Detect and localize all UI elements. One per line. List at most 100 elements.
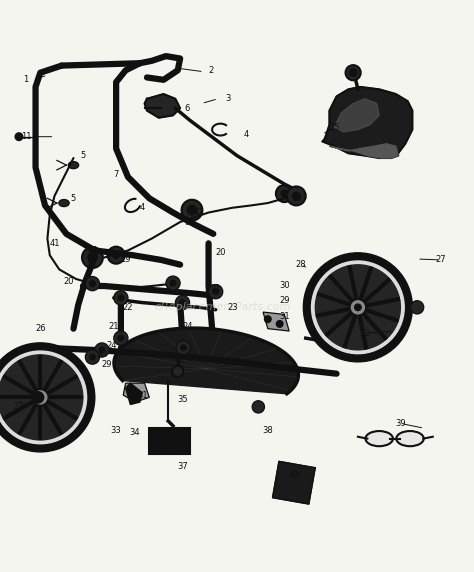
Text: 11: 11 [21, 132, 31, 141]
Circle shape [34, 391, 47, 404]
Text: 20: 20 [64, 277, 74, 286]
Circle shape [118, 335, 124, 341]
Text: 4: 4 [244, 130, 249, 139]
Circle shape [181, 345, 186, 351]
Circle shape [175, 296, 190, 309]
Circle shape [172, 366, 183, 377]
Circle shape [176, 340, 191, 355]
Circle shape [88, 253, 97, 263]
Text: 7: 7 [113, 170, 119, 179]
Circle shape [410, 301, 424, 314]
Circle shape [292, 192, 300, 200]
Text: 19: 19 [291, 194, 301, 203]
Circle shape [281, 190, 288, 197]
Circle shape [303, 253, 412, 362]
Circle shape [113, 252, 119, 259]
Text: eReplacementParts.com: eReplacementParts.com [155, 303, 291, 312]
Circle shape [346, 65, 361, 80]
Text: 28: 28 [296, 260, 306, 269]
Text: 2: 2 [208, 66, 214, 75]
Circle shape [252, 401, 264, 413]
Text: 39: 39 [395, 419, 406, 428]
Circle shape [355, 304, 361, 311]
Text: 21: 21 [210, 284, 221, 293]
Text: 38: 38 [263, 426, 273, 435]
Ellipse shape [68, 161, 79, 169]
Text: 29: 29 [279, 296, 290, 305]
Circle shape [170, 280, 176, 286]
Circle shape [85, 276, 100, 291]
Circle shape [166, 276, 180, 290]
Circle shape [0, 343, 95, 452]
Polygon shape [263, 312, 289, 331]
Text: 30: 30 [279, 281, 290, 291]
Circle shape [182, 200, 202, 221]
Circle shape [15, 133, 23, 141]
Circle shape [209, 285, 223, 299]
Text: 6: 6 [184, 104, 190, 113]
Ellipse shape [59, 200, 69, 206]
Ellipse shape [366, 431, 392, 446]
Circle shape [0, 355, 83, 440]
Polygon shape [273, 462, 315, 504]
Circle shape [349, 69, 357, 77]
Text: 1: 1 [23, 76, 29, 84]
Text: 5: 5 [71, 194, 76, 203]
Text: 25: 25 [329, 123, 339, 132]
Text: 42: 42 [194, 208, 204, 217]
Circle shape [276, 320, 283, 327]
Polygon shape [126, 383, 142, 404]
Text: 22: 22 [123, 303, 133, 312]
Text: 8: 8 [184, 217, 190, 227]
Text: 23: 23 [227, 303, 237, 312]
Circle shape [114, 331, 128, 345]
Polygon shape [329, 144, 398, 158]
Polygon shape [322, 87, 412, 158]
Circle shape [85, 350, 100, 364]
Text: 29: 29 [101, 360, 112, 369]
Polygon shape [145, 94, 180, 118]
Text: 34: 34 [130, 428, 140, 438]
Circle shape [114, 291, 128, 305]
Text: 27: 27 [436, 256, 446, 264]
Circle shape [90, 354, 95, 360]
Circle shape [213, 289, 219, 295]
Circle shape [0, 351, 87, 444]
Text: 19: 19 [120, 256, 131, 264]
Polygon shape [123, 383, 149, 402]
Circle shape [108, 247, 125, 264]
Text: 31: 31 [137, 391, 147, 399]
Circle shape [90, 281, 95, 287]
Text: 41: 41 [49, 239, 60, 248]
Text: 33: 33 [111, 426, 121, 435]
Circle shape [287, 186, 306, 205]
Text: 20: 20 [215, 248, 226, 257]
Circle shape [32, 392, 44, 403]
Ellipse shape [397, 431, 423, 446]
Circle shape [315, 265, 401, 350]
Circle shape [118, 295, 124, 301]
Circle shape [99, 347, 105, 353]
Text: 3: 3 [225, 94, 230, 104]
Text: 35: 35 [177, 395, 188, 404]
Circle shape [187, 205, 197, 215]
Circle shape [82, 247, 103, 268]
Text: 40: 40 [289, 471, 299, 480]
Circle shape [276, 185, 293, 202]
Text: 4: 4 [139, 203, 145, 212]
Text: 31: 31 [279, 312, 290, 321]
Circle shape [180, 300, 185, 305]
Text: 24: 24 [182, 322, 192, 331]
Text: 27: 27 [14, 402, 24, 411]
Circle shape [264, 316, 271, 323]
Text: 21: 21 [109, 322, 119, 331]
Text: 37: 37 [177, 462, 188, 471]
Text: 26: 26 [35, 324, 46, 333]
Polygon shape [334, 99, 379, 132]
Circle shape [95, 343, 109, 357]
Text: 32: 32 [360, 329, 370, 338]
Text: 30: 30 [97, 350, 107, 359]
Text: 42: 42 [87, 246, 98, 255]
Circle shape [351, 301, 365, 314]
Polygon shape [114, 328, 298, 394]
